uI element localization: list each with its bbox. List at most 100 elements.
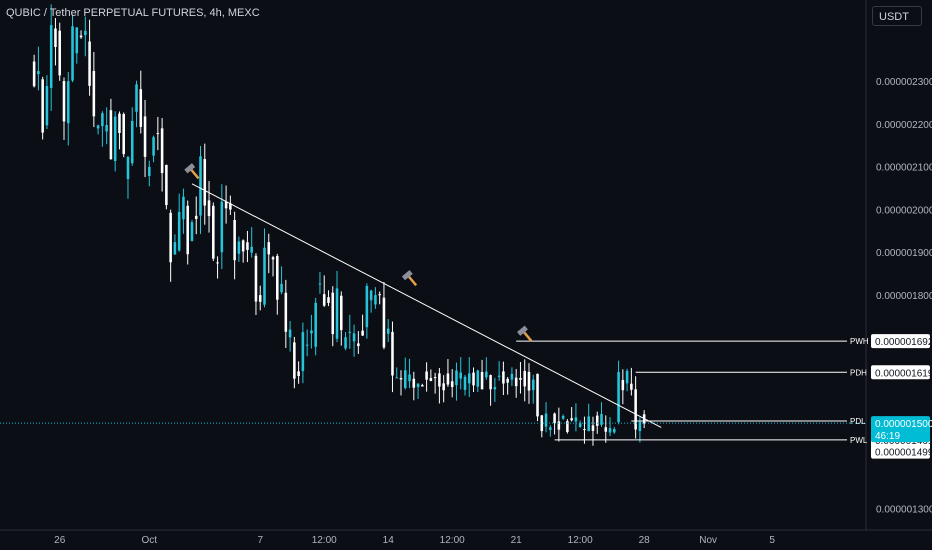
candle-body <box>66 81 70 124</box>
candle-body <box>335 288 339 339</box>
candle-body <box>122 114 125 155</box>
candle-body <box>84 30 87 36</box>
candle-body <box>378 294 381 296</box>
level-price-label: 0.000001692 <box>875 337 932 348</box>
candle-body <box>566 421 569 432</box>
candle-body <box>113 116 117 162</box>
candle-body <box>96 125 100 129</box>
candle-body <box>613 429 616 433</box>
candle-body <box>348 331 352 333</box>
y-tick-label: 0.000002300 <box>876 77 932 88</box>
x-tick-label: Nov <box>699 535 717 546</box>
candle-body <box>165 164 168 206</box>
candle-body <box>621 380 625 391</box>
candle-body <box>583 429 586 431</box>
candle-body <box>276 256 279 300</box>
candle-body <box>92 70 96 117</box>
x-tick-label: 26 <box>54 535 66 546</box>
hammer-icon <box>184 163 200 180</box>
candle-body <box>331 292 335 335</box>
candle-body <box>408 374 411 382</box>
y-tick-label: 0.000001800 <box>876 291 932 302</box>
candle-body <box>109 110 113 160</box>
candle-body <box>212 205 215 259</box>
countdown-timer: 46:19 <box>875 431 900 442</box>
candle-body <box>314 302 317 347</box>
candle-body <box>88 41 91 86</box>
x-tick-label: 21 <box>511 535 523 546</box>
candle-body <box>118 113 121 134</box>
candle-body <box>510 373 514 380</box>
x-tick-label: 12:00 <box>312 535 337 546</box>
candle-body <box>438 373 441 387</box>
candle-body <box>604 427 608 432</box>
candle-body <box>386 328 390 334</box>
candle-body <box>224 201 228 209</box>
level-label-pwl: PWL <box>850 436 868 445</box>
candle-body <box>169 212 172 263</box>
candle-body <box>203 159 207 206</box>
candle-body <box>41 79 44 133</box>
price-label-box <box>871 444 930 459</box>
candle-body <box>369 290 373 301</box>
candle-body <box>527 371 531 391</box>
x-tick-label: 28 <box>639 535 651 546</box>
candle-body <box>591 425 595 431</box>
candle-body <box>600 413 603 425</box>
candle-body <box>523 370 526 387</box>
candle-body <box>267 242 271 255</box>
candle-body <box>207 200 211 217</box>
candle-body <box>233 219 236 261</box>
candle-body <box>246 242 249 250</box>
candle-body <box>425 371 428 380</box>
x-tick-label: 14 <box>383 535 395 546</box>
candle-body <box>578 423 582 427</box>
x-tick-label: 5 <box>769 535 775 546</box>
candle-body <box>450 381 454 388</box>
y-tick-label: 0.000001300 <box>876 505 932 516</box>
level-label-pwh: PWH <box>850 337 869 346</box>
candle-body <box>220 201 224 253</box>
candle-body <box>297 371 300 376</box>
candle-body <box>570 418 573 421</box>
candle-body <box>229 203 232 210</box>
candle-body <box>190 222 194 241</box>
currency-button[interactable]: USDT <box>872 6 922 26</box>
candle-body <box>455 370 458 386</box>
candle-body <box>45 86 49 126</box>
x-tick-label: 7 <box>257 535 263 546</box>
candle-body <box>514 377 518 387</box>
candle-body <box>263 247 266 305</box>
candle-body <box>480 371 484 390</box>
candle-body <box>62 81 66 122</box>
price-label: 0.000001499 <box>875 448 932 459</box>
candle-body <box>101 113 104 127</box>
candle-body <box>126 156 130 179</box>
candle-body <box>485 371 488 378</box>
candle-body <box>391 331 394 376</box>
candle-body <box>489 375 492 390</box>
candle-body <box>630 383 633 390</box>
candle-body <box>301 332 305 372</box>
candle-body <box>638 421 642 432</box>
candle-body <box>58 30 62 76</box>
candle-body <box>148 166 151 176</box>
candle-body <box>352 333 356 342</box>
candle-body <box>429 377 433 382</box>
candle-body <box>463 376 467 390</box>
trendline <box>191 183 662 428</box>
candle-body <box>412 378 416 388</box>
candle-body <box>54 28 57 47</box>
candle-body <box>442 383 445 391</box>
y-tick-label: 0.000001900 <box>876 248 932 259</box>
candle-body <box>139 89 143 127</box>
candle-body <box>446 373 450 385</box>
x-tick-label: 12:00 <box>440 535 465 546</box>
candle-body <box>365 286 369 328</box>
candle-body <box>130 120 134 164</box>
candle-body <box>280 283 283 293</box>
level-label-pdl: PDL <box>850 417 866 426</box>
candle-body <box>318 283 322 285</box>
current-price-box <box>871 416 930 443</box>
